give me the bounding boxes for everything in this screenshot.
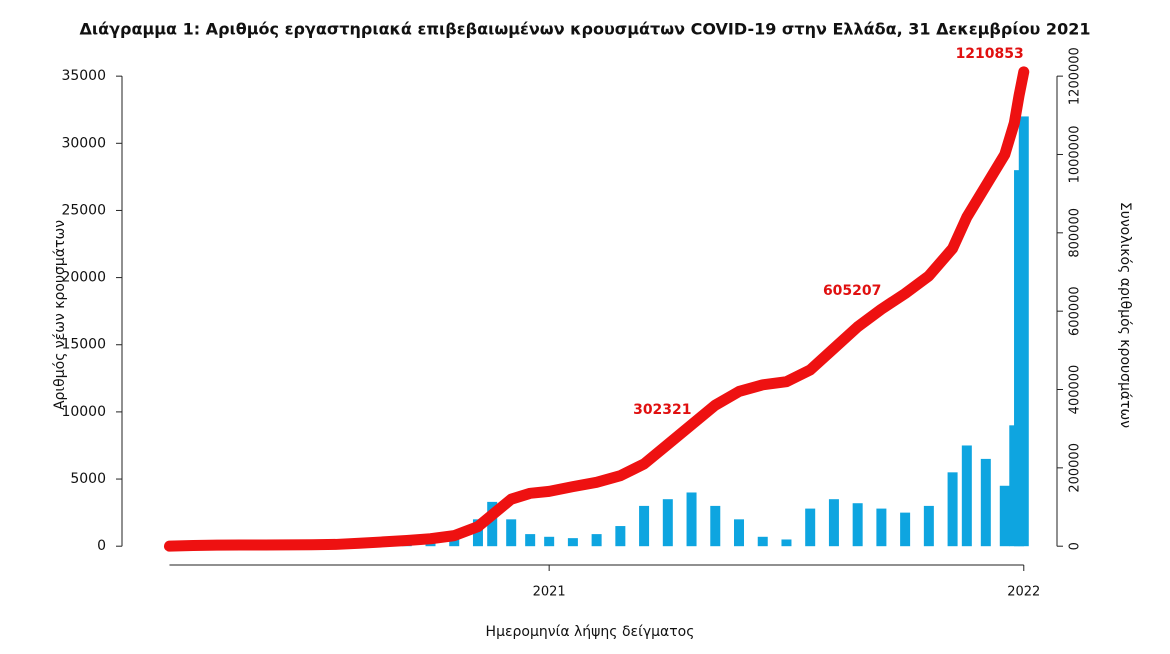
bar <box>900 513 910 547</box>
bar <box>506 519 516 546</box>
bar <box>805 509 815 547</box>
cumulative-line <box>169 72 1023 546</box>
chart-title: Διάγραμμα 1: Αριθμός εργαστηριακά επιβεβ… <box>80 20 1091 39</box>
bar <box>948 472 958 546</box>
y-tick-label: 25000 <box>61 202 106 218</box>
y2-tick-label: 0 <box>1068 542 1083 550</box>
bar <box>639 506 649 546</box>
bar <box>592 534 602 546</box>
y2-tick-label: 400000 <box>1068 365 1083 415</box>
y2-axis-label: Συνολικός αριθμός κρουσμάτων <box>1117 202 1133 428</box>
bar <box>525 534 535 546</box>
bar <box>687 492 697 546</box>
bar <box>924 506 934 546</box>
bar <box>1000 486 1010 546</box>
x-tick-label: 2022 <box>1007 585 1040 600</box>
y-tick-label: 30000 <box>61 135 106 151</box>
bar <box>829 499 839 546</box>
y-axis-label: Αριθμός νέων κρουσμάτων <box>52 220 68 410</box>
bar <box>615 526 625 546</box>
annotation: 1210853 <box>956 46 1024 62</box>
x-tick-label: 2021 <box>533 585 566 600</box>
bar <box>853 503 863 546</box>
y2-tick-label: 1000000 <box>1068 126 1083 184</box>
bar <box>663 499 673 546</box>
y2-tick-label: 1200000 <box>1068 47 1083 105</box>
bar <box>568 538 578 546</box>
y-tick-label: 15000 <box>61 337 106 353</box>
y2-tick-label: 800000 <box>1068 208 1083 258</box>
x-axis-label: Ημερομηνία λήψης δείγματος <box>486 624 695 640</box>
annotation: 302321 <box>633 402 691 418</box>
bar <box>544 537 554 546</box>
bar <box>981 459 991 546</box>
bar <box>962 445 972 546</box>
y-tick-label: 20000 <box>61 270 106 286</box>
bar <box>710 506 720 546</box>
bar <box>876 509 886 547</box>
bar <box>734 519 744 546</box>
bar <box>781 539 791 546</box>
y2-tick-label: 200000 <box>1068 443 1083 493</box>
bar <box>1019 116 1029 546</box>
annotation: 605207 <box>823 283 881 299</box>
y-tick-label: 35000 <box>61 68 106 84</box>
bar <box>758 537 768 546</box>
y-tick-label: 0 <box>97 538 106 554</box>
y2-tick-label: 600000 <box>1068 286 1083 336</box>
y-tick-label: 5000 <box>70 471 106 487</box>
y-tick-label: 10000 <box>61 404 106 420</box>
